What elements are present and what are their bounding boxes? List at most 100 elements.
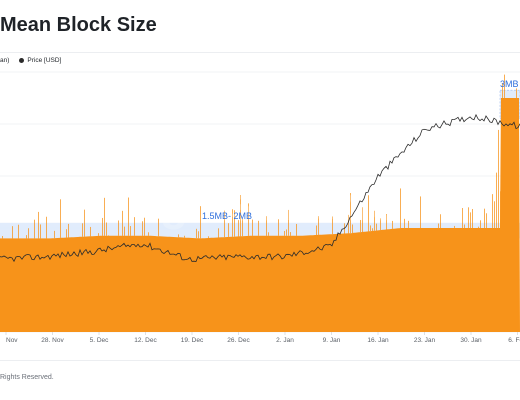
- price-line: [0, 113, 520, 263]
- annotation-label-1-5mb-2mb: 1.5MB- 2MB: [202, 211, 252, 221]
- footer-copyright: Rights Reserved.: [0, 374, 54, 381]
- bar-spike: [104, 197, 105, 236]
- bar-spike: [400, 188, 401, 229]
- bar-spike: [12, 226, 13, 239]
- bar-spike: [18, 224, 19, 239]
- bar-spike: [464, 224, 465, 228]
- bar-spike: [178, 234, 179, 238]
- bar-spike: [90, 226, 91, 237]
- bar-spike: [504, 74, 505, 98]
- bar-spike: [404, 218, 405, 228]
- bar-spike: [184, 235, 185, 238]
- bar-spike: [462, 208, 463, 228]
- bar-spike: [66, 229, 67, 238]
- chart-title: Mean Block Size: [0, 14, 157, 36]
- x-tick-label: Nov: [6, 337, 18, 344]
- bar-spike: [28, 228, 29, 239]
- x-tick-label: 26. Dec: [227, 337, 250, 344]
- bar-spike: [266, 216, 267, 236]
- bar-spike: [290, 232, 291, 236]
- bar-spike: [454, 225, 455, 228]
- bar-spike: [288, 209, 289, 236]
- bar-spike: [386, 214, 387, 230]
- bar-spike: [440, 214, 441, 228]
- bar-spike: [38, 211, 39, 239]
- bar-spike: [106, 222, 107, 236]
- bar-spike: [372, 228, 373, 231]
- bar-spike: [500, 191, 501, 228]
- x-tick-label: 23. Jan: [414, 337, 436, 344]
- bar-spike: [84, 209, 85, 237]
- bar-spike: [494, 201, 495, 228]
- bar-spike: [224, 210, 225, 238]
- bar-spike: [130, 226, 131, 236]
- bar-spike: [268, 232, 269, 236]
- bar-spike: [468, 207, 469, 228]
- bar-spike: [472, 208, 473, 228]
- x-tick-label: 16. Jan: [367, 337, 389, 344]
- legend-item-price[interactable]: Price [USD]: [19, 57, 61, 64]
- bar-spike: [380, 218, 381, 231]
- bars-base-area: [0, 98, 520, 332]
- bar-spike: [350, 193, 351, 234]
- bar-spike: [368, 195, 369, 232]
- legend-item-clipped[interactable]: an): [0, 57, 10, 64]
- bar-spike: [352, 224, 353, 234]
- bar-spike: [370, 225, 371, 232]
- bar-spike: [332, 216, 333, 235]
- bar-spike: [128, 197, 129, 236]
- bar-spike: [68, 223, 69, 238]
- bar-spike: [82, 223, 83, 237]
- bar-spike: [496, 172, 497, 228]
- bar-spike: [348, 214, 349, 234]
- bar-spike: [240, 195, 241, 237]
- bar-spike: [134, 217, 135, 236]
- bar-spike: [2, 235, 3, 239]
- bar-spike: [498, 129, 499, 228]
- x-tick-label: 6. Feb: [508, 337, 520, 344]
- x-tick-label: 5. Dec: [90, 337, 110, 344]
- bar-spike: [234, 210, 235, 237]
- bar-spike: [158, 218, 159, 237]
- bar-spike: [248, 203, 249, 236]
- bar-spike: [46, 216, 47, 239]
- bar-spike: [408, 220, 409, 228]
- bar-spike: [480, 220, 481, 228]
- bar-spike: [142, 221, 143, 236]
- legend-price-label: Price [USD]: [27, 57, 62, 64]
- bar-spike: [122, 210, 123, 236]
- bar-spike: [252, 219, 253, 236]
- price-series-line: [0, 113, 520, 263]
- bar-spike: [502, 83, 503, 98]
- x-tick-label: 30. Jan: [460, 337, 482, 344]
- x-tick-label: 12. Dec: [134, 337, 157, 344]
- bar-spike: [218, 228, 219, 238]
- x-tick-label: 9. Jan: [323, 337, 341, 344]
- bar-spike: [34, 219, 35, 239]
- x-tick-label: 2. Jan: [276, 337, 294, 344]
- bar-spike: [516, 88, 517, 98]
- bar-spike: [362, 207, 363, 233]
- bar-spike: [318, 216, 319, 235]
- bar-spike: [98, 233, 99, 236]
- bar-spike: [296, 223, 297, 236]
- watermark: glassnode: [160, 178, 397, 230]
- bar-spike: [200, 206, 201, 239]
- x-tick-label: 28. Nov: [41, 337, 64, 344]
- bar-spike: [258, 220, 259, 236]
- bar-spike: [286, 229, 287, 236]
- bar-spike: [392, 220, 393, 229]
- bar-spike: [486, 213, 487, 228]
- annotation-label-3mb: 3MB: [500, 79, 519, 89]
- bar-spike: [470, 212, 471, 228]
- bar-spike: [26, 235, 27, 239]
- bar-spike: [196, 228, 197, 239]
- bar-spike: [376, 223, 377, 231]
- bar-spike: [198, 231, 199, 239]
- bar-spike: [284, 230, 285, 236]
- bar-spike: [242, 218, 243, 237]
- bar-spike: [228, 223, 229, 237]
- bar-spike: [118, 220, 119, 236]
- bar-spike: [360, 219, 361, 233]
